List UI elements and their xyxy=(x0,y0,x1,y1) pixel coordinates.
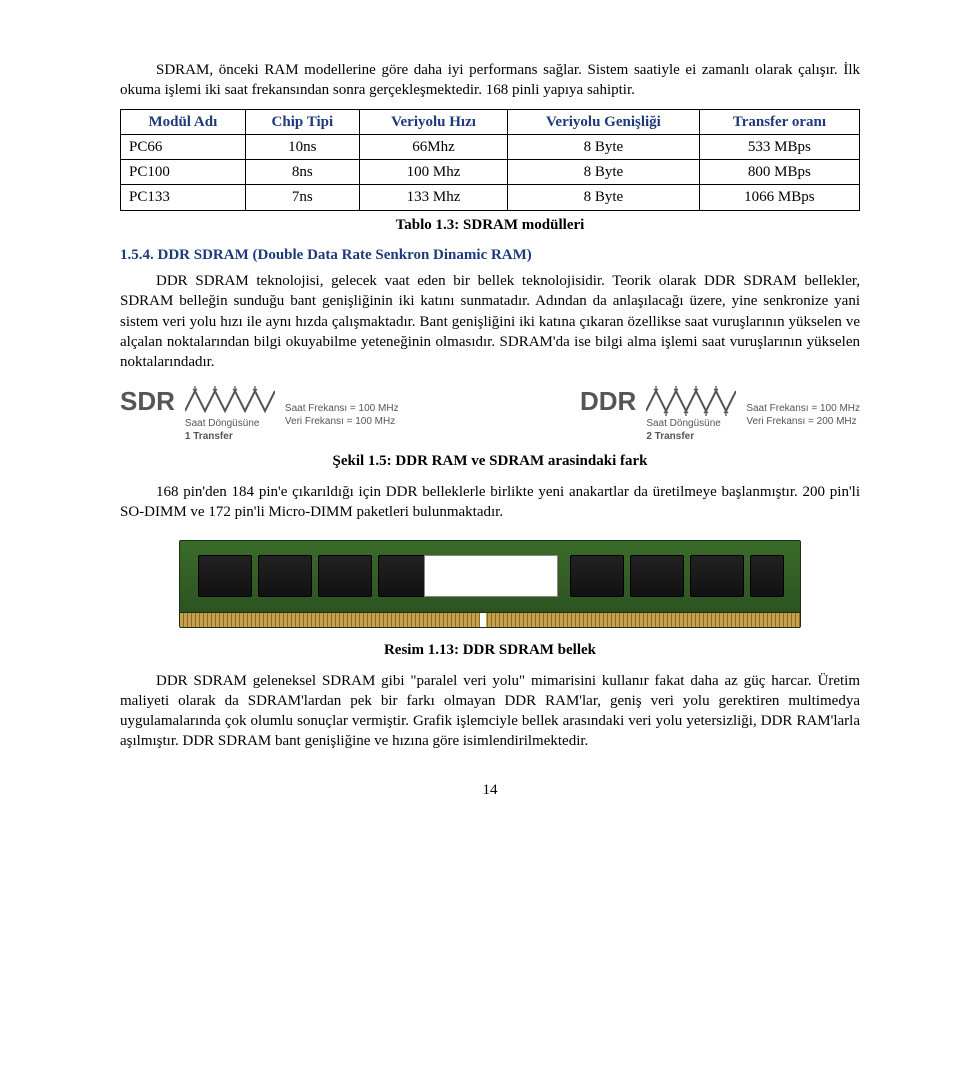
pin-paragraph: 168 pin'den 184 pin'e çıkarıldığı için D… xyxy=(120,482,860,523)
table-row: PC133 7ns 133 Mhz 8 Byte 1066 MBps xyxy=(121,185,860,210)
figure-1-5-caption: Şekil 1.5: DDR RAM ve SDRAM arasindaki f… xyxy=(120,451,860,471)
ddr-wave-icon xyxy=(646,386,736,416)
ddr-sublabel: Saat Döngüsüne 2 Transfer xyxy=(646,416,736,443)
col-transfer-orani: Transfer oranı xyxy=(699,109,859,134)
sdram-table: Modül Adı Chip Tipi Veriyolu Hızı Veriyo… xyxy=(120,109,860,211)
table-row: PC100 8ns 100 Mhz 8 Byte 800 MBps xyxy=(121,160,860,185)
ddr-block: DDR Saat Döngüsüne 2 Transfer Saat Freka… xyxy=(580,386,860,443)
sdr-block: SDR Saat Döngüsüne 1 Transfer Saat Freka… xyxy=(120,386,399,443)
figure-1-13-caption: Resim 1.13: DDR SDRAM bellek xyxy=(120,640,860,660)
col-chip-tipi: Chip Tipi xyxy=(245,109,359,134)
col-veriyolu-genisligi: Veriyolu Genişliği xyxy=(508,109,700,134)
sdr-freq-label: Saat Frekansı = 100 MHz Veri Frekansı = … xyxy=(285,401,399,428)
last-paragraph: DDR SDRAM geleneksel SDRAM gibi "paralel… xyxy=(120,671,860,752)
table-caption: Tablo 1.3: SDRAM modülleri xyxy=(120,215,860,235)
ddr-freq-label: Saat Frekansı = 100 MHz Veri Frekansı = … xyxy=(746,401,860,428)
ddr-paragraph: DDR SDRAM teknolojisi, gelecek vaat eden… xyxy=(120,271,860,372)
sdr-wave-icon xyxy=(185,386,275,416)
ram-image xyxy=(120,540,860,634)
sdr-label: SDR xyxy=(120,386,175,414)
intro-paragraph: SDRAM, önceki RAM modellerine göre daha … xyxy=(120,60,860,101)
col-modul-adi: Modül Adı xyxy=(121,109,246,134)
ddr-label: DDR xyxy=(580,386,636,414)
col-veriyolu-hizi: Veriyolu Hızı xyxy=(359,109,507,134)
section-heading-1-5-4: 1.5.4. DDR SDRAM (Double Data Rate Senkr… xyxy=(120,245,860,265)
sdr-ddr-diagram: SDR Saat Döngüsüne 1 Transfer Saat Freka… xyxy=(120,386,860,443)
sdr-sublabel: Saat Döngüsüne 1 Transfer xyxy=(185,416,275,443)
table-row: PC66 10ns 66Mhz 8 Byte 533 MBps xyxy=(121,134,860,159)
page-number: 14 xyxy=(120,780,860,800)
